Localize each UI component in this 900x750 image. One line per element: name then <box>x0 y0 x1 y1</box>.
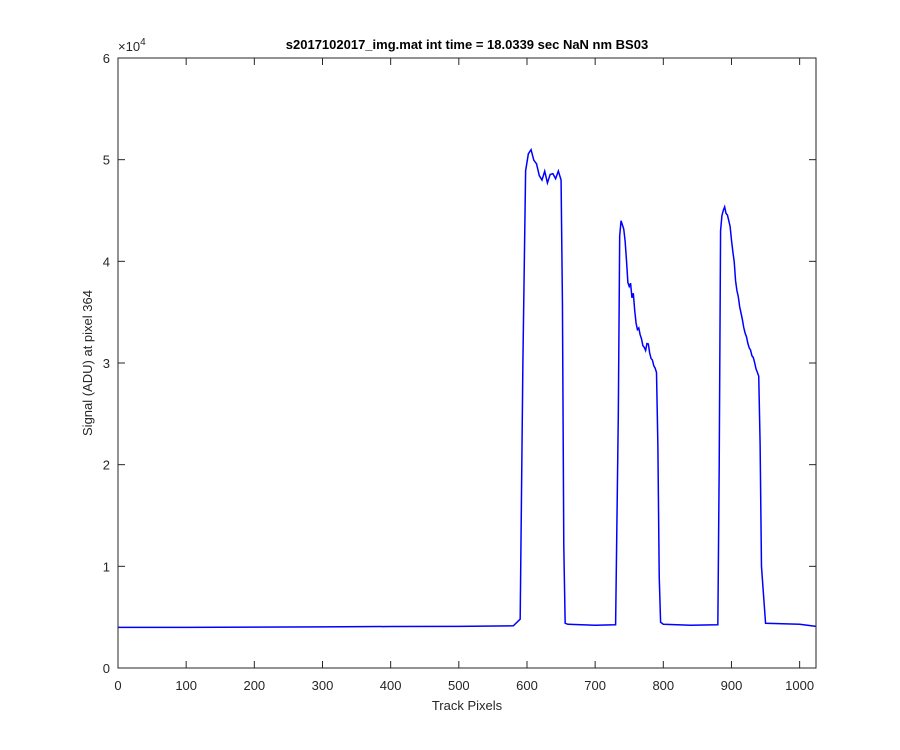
series-line <box>118 147 817 629</box>
x-tick-label: 600 <box>516 678 538 693</box>
y-tick-label: 2 <box>103 458 110 473</box>
x-tick-label: 300 <box>312 678 334 693</box>
y-axis-exponent: ×104 <box>118 37 146 54</box>
y-tick-label: 5 <box>103 153 110 168</box>
x-tick-label: 500 <box>448 678 470 693</box>
y-axis-ticks: 0 1 2 3 4 5 6 <box>103 51 816 676</box>
x-tick-label: 400 <box>380 678 402 693</box>
y-tick-label: 1 <box>103 559 110 574</box>
chart-title: s2017102017_img.mat int time = 18.0339 s… <box>286 37 648 52</box>
plot-area <box>118 58 816 668</box>
x-tick-label: 700 <box>584 678 606 693</box>
axes-box <box>117 57 817 669</box>
y-tick-label: 0 <box>103 661 110 676</box>
y-axis-exponent-power: 4 <box>140 37 146 48</box>
x-tick-label: 200 <box>243 678 265 693</box>
x-tick-label: 800 <box>652 678 674 693</box>
x-axis-ticks: 0 100 200 300 400 500 600 700 800 900 1000 <box>114 58 814 693</box>
x-tick-label: 0 <box>114 678 121 693</box>
y-tick-label: 3 <box>103 356 110 371</box>
y-axis-exponent-base: ×10 <box>118 39 140 54</box>
y-tick-label: 4 <box>103 254 110 269</box>
x-tick-label: 900 <box>721 678 743 693</box>
x-tick-label: 100 <box>175 678 197 693</box>
x-axis-label: Track Pixels <box>432 698 503 713</box>
y-tick-label: 6 <box>103 51 110 66</box>
x-tick-label: 1000 <box>785 678 814 693</box>
y-axis-label: Signal (ADU) at pixel 364 <box>80 290 95 436</box>
